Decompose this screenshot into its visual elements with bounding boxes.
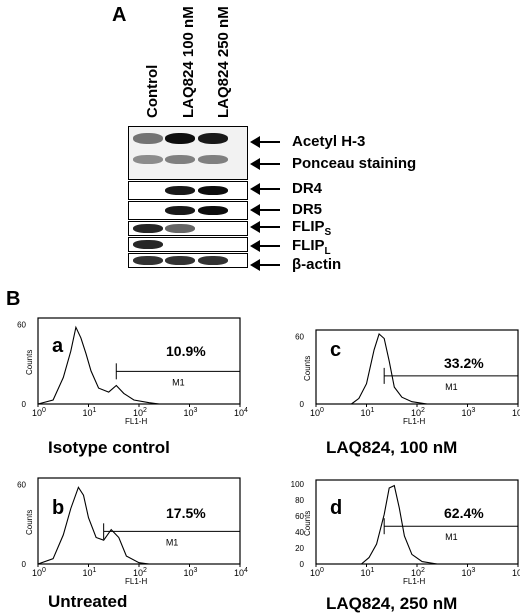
percent-label: 33.2% — [444, 355, 484, 371]
y-axis-label: Counts — [25, 350, 34, 375]
blot-label: Acetyl H-3 — [292, 133, 366, 150]
y-tick-label: 20 — [295, 544, 304, 553]
x-tick-label: 104 — [234, 567, 248, 578]
x-tick-label: 102 — [133, 407, 147, 418]
arrow-icon — [250, 259, 280, 271]
blot-band — [165, 185, 195, 195]
blot-band — [198, 255, 228, 265]
y-tick-label: 0 — [22, 560, 27, 569]
blot-label: Ponceau staining — [292, 155, 417, 172]
x-tick-label: 101 — [361, 407, 375, 418]
blot-band — [133, 155, 163, 164]
x-axis-label: FL1-H — [403, 417, 425, 426]
blot-label: DR5 — [292, 201, 323, 218]
percent-label: 10.9% — [166, 343, 206, 359]
y-tick-label: 40 — [295, 528, 304, 537]
blot-band — [165, 223, 195, 233]
arrow-icon — [250, 221, 280, 233]
arrow-icon — [250, 183, 280, 195]
y-tick-label: 60 — [295, 512, 304, 521]
y-tick-label: 0 — [300, 400, 305, 409]
plot-frame — [315, 329, 519, 405]
x-tick-label: 104 — [234, 407, 248, 418]
x-axis-label: FL1-H — [125, 417, 147, 426]
subpanel-letter: b — [52, 497, 64, 519]
y-axis-label: Counts — [25, 510, 34, 535]
blot-band — [165, 205, 195, 215]
x-tick-label: 103 — [462, 407, 476, 418]
y-tick-label: 0 — [300, 560, 305, 569]
blot-band — [133, 255, 163, 265]
caption-a: Isotype control — [48, 438, 170, 457]
percent-label: 17.5% — [166, 505, 206, 521]
x-tick-label: 102 — [411, 407, 425, 418]
panel-a-letter: A — [112, 4, 127, 26]
x-tick-label: 101 — [361, 567, 375, 578]
percent-label: 62.4% — [444, 505, 484, 521]
blot-band — [133, 133, 163, 144]
x-tick-label: 100 — [32, 407, 46, 418]
subpanel-letter: a — [52, 335, 64, 357]
blot-band — [165, 255, 195, 265]
x-tick-label: 103 — [462, 567, 476, 578]
x-tick-label: 102 — [133, 567, 147, 578]
y-tick-label: 60 — [17, 321, 26, 330]
subpanel-letter: d — [330, 497, 342, 519]
x-tick-label: 101 — [83, 567, 97, 578]
x-tick-label: 102 — [411, 567, 425, 578]
y-tick-label: 0 — [22, 400, 27, 409]
blot-band — [198, 133, 228, 144]
blot-band — [133, 223, 163, 233]
gate-label: M1 — [166, 537, 179, 547]
x-tick-label: 104 — [512, 407, 520, 418]
y-axis-label: Counts — [303, 356, 312, 381]
caption-c: LAQ824, 100 nM — [326, 438, 458, 457]
panel-b-letter: B — [6, 288, 21, 310]
blot-band — [198, 205, 228, 215]
blot-band — [198, 185, 228, 195]
x-tick-label: 104 — [512, 567, 520, 578]
x-tick-label: 101 — [83, 407, 97, 418]
arrow-icon — [250, 240, 280, 252]
x-tick-label: 100 — [32, 567, 46, 578]
gate-label: M1 — [445, 382, 458, 392]
gate-label: M1 — [172, 377, 185, 387]
blot-label: FLIPS — [292, 218, 332, 238]
caption-b: Untreated — [48, 592, 128, 611]
arrow-icon — [250, 136, 280, 148]
x-tick-label: 100 — [310, 567, 324, 578]
blot-band — [133, 239, 163, 249]
caption-d: LAQ824, 250 nM — [326, 594, 458, 613]
plot-frame — [315, 479, 519, 565]
blot-label: FLIPL — [292, 237, 331, 257]
histogram-line — [37, 325, 160, 405]
y-tick-label: 100 — [291, 480, 305, 489]
plot-frame — [37, 477, 241, 565]
blot-band — [165, 133, 195, 144]
gate-label: M1 — [445, 532, 458, 542]
x-axis-label: FL1-H — [403, 577, 425, 586]
y-axis-label: Counts — [303, 511, 312, 536]
blot-label: β-actin — [292, 256, 342, 273]
arrow-icon — [250, 158, 280, 170]
blot-band — [198, 155, 228, 164]
y-tick-label: 80 — [295, 496, 304, 505]
y-tick-label: 60 — [295, 332, 304, 341]
subpanel-letter: c — [330, 339, 341, 361]
y-tick-label: 60 — [17, 481, 26, 490]
x-tick-label: 100 — [310, 407, 324, 418]
x-axis-label: FL1-H — [125, 577, 147, 586]
arrow-icon — [250, 204, 280, 216]
x-tick-label: 103 — [184, 407, 198, 418]
blot-label: DR4 — [292, 180, 323, 197]
histogram-line — [361, 484, 438, 565]
x-tick-label: 103 — [184, 567, 198, 578]
histogram-line — [37, 486, 150, 565]
histogram-line — [351, 333, 428, 405]
blot-band — [165, 155, 195, 164]
